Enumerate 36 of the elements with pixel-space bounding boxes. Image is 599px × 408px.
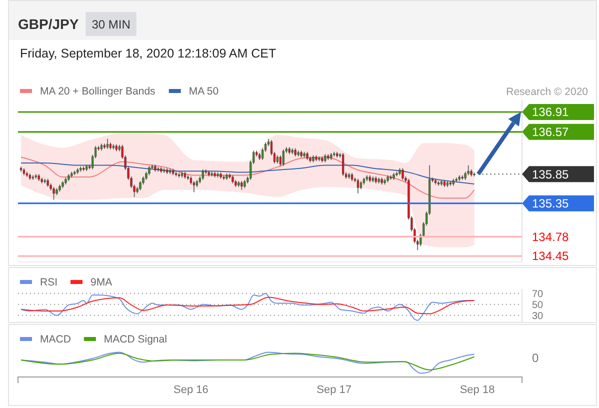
chart-title: GBP/JPY [18, 16, 80, 32]
y-tick-label: 30 [532, 310, 544, 322]
ref-line-label: 135.85 [532, 167, 570, 182]
candlestick [148, 165, 150, 176]
text: 0 [532, 351, 539, 365]
text: 30 MIN [92, 18, 130, 32]
x-tick-label: Sep 17 [316, 384, 352, 396]
x-tick-label: Sep 18 [460, 384, 495, 396]
ref-line-label: 135.35 [532, 196, 570, 211]
line-series [20, 296, 475, 314]
candlestick [139, 180, 142, 191]
text: Research © 2020 [506, 86, 588, 98]
legend-label: MA 20 + Bollinger Bands [40, 86, 156, 98]
ref-line-label: 134.45 [532, 249, 570, 264]
candlestick [342, 152, 344, 176]
candlestick [467, 164, 470, 176]
legend-label: MA 50 [188, 86, 219, 98]
candlestick [202, 168, 204, 180]
candlestick [52, 186, 55, 200]
y-tick-label: 50 [532, 300, 544, 311]
candlestick [192, 180, 196, 193]
ref-line-label: 136.91 [532, 105, 570, 120]
legend-label: RSI [40, 276, 58, 289]
candlestick [106, 138, 109, 150]
candlestick [356, 178, 360, 194]
candlestick [279, 154, 282, 166]
legend-label: MACD [40, 334, 72, 346]
candlestick [402, 168, 404, 180]
y-tick-label: 70 [532, 288, 544, 300]
ref-line-label: 136.57 [532, 125, 570, 140]
ref-line-label: 134.78 [532, 230, 570, 244]
legend-label: MACD Signal [104, 334, 167, 346]
candlestick [282, 149, 284, 166]
chart-subtitle: Friday, September 18, 2020 12:18:09 AM CET [20, 46, 277, 60]
legend-label: 9MA [90, 276, 112, 289]
x-tick-label: Sep 16 [174, 384, 208, 396]
